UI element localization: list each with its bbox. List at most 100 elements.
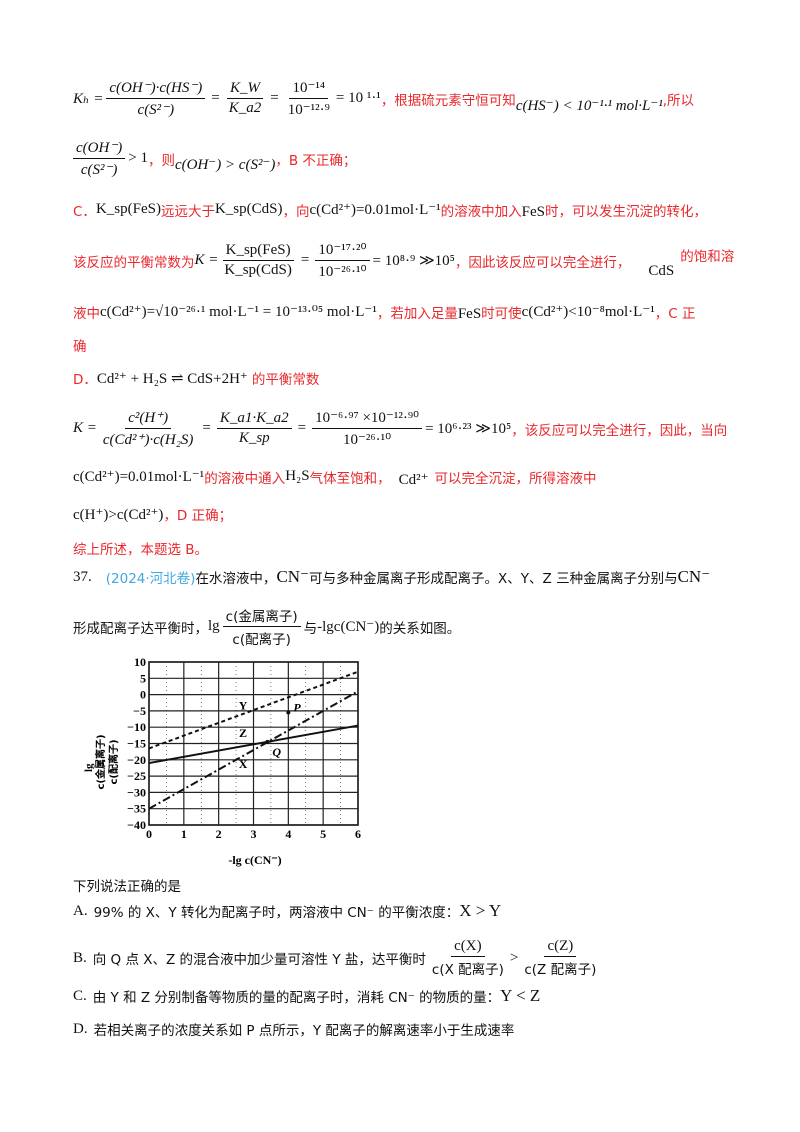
option-label: A. [73,902,88,919]
power-fraction: 10⁻⁶·⁹⁷ ×10⁻¹²·⁹⁰ 10⁻²⁶·¹⁰ [312,408,423,449]
stem-text: 可与多种金属离子形成配离子。X、Y、Z 三种金属离子分别与 [309,571,678,587]
cds: CdS [648,263,675,279]
cn-ion: CN⁻ [276,567,310,586]
series-label-z: Z [239,726,247,740]
option-d-line-2: K = c²(H⁺) c(Cd²⁺)·c(H₂S) = K_a1·K_a2 K_sp… [73,408,728,449]
k-label: K = [73,420,97,436]
ratio-line: c(OH⁻) c(S²⁻) > 1 ，则 c(OH⁻) > c(S²⁻) ，B 不… [73,138,356,179]
denominator: c(Cd²⁺)·c(H₂S) [102,432,194,448]
ka-fraction: K_a1·K_a2 K_sp [216,410,292,447]
lg-fraction: c(金属离子) c(配离子) [222,605,301,648]
ksp-fes: K_sp(FeS) [95,201,161,217]
explanation-text: 时可使 [481,305,522,322]
result: = 10⁶·²³ ≫10⁵ [425,421,512,437]
option-expression: Y < Z [500,986,541,1005]
explanation-text: 远远大于 [160,203,215,220]
explanation-text: ，C 正 [654,305,696,322]
series-label-x: X [239,757,248,771]
x-fraction: c(X) c(X 配离子) [429,938,507,978]
denominator: K_sp(CdS) [224,262,292,278]
cd-concentration: c(Cd²⁺)=0.01mol·L⁻¹ [309,202,441,218]
result: = 10 ¹·¹ [335,90,381,106]
denominator: c(S²⁻) [80,162,118,178]
explanation-text: ，向 [282,203,310,220]
denominator: c(配离子) [232,632,291,648]
ratio-fraction: c(OH⁻) c(S²⁻) [73,138,126,179]
explanation-text: ,所以 [662,92,695,109]
stem-text: 形成配离子达平衡时， [73,620,208,637]
option-b[interactable]: B. 向 Q 点 X、Z 的混合液中加少量可溶性 Y 盐，达平衡时 c(X) c(… [73,938,602,978]
point-q-marker [265,739,270,744]
series-line-z [148,724,359,765]
y-axis-label-numerator: c(金属离子) [94,734,107,789]
explanation-text: 液中 [73,305,100,322]
option-text: 由 Y 和 Z 分别制备等物质的量的配离子时，消耗 CN⁻ 的物质的量： [92,990,501,1006]
power-fraction: 10⁻¹⁷·²⁰ 10⁻²⁶·¹⁰ [315,240,370,281]
x-axis-label: -lg c(CN⁻) [228,853,281,867]
power-fraction: 10⁻¹⁴ 10⁻¹²·⁹ [285,78,333,119]
x-tick-label: 3 [251,827,257,841]
cd-ion: Cd²⁺ [398,472,429,488]
explanation-text: 的溶液中通入 [204,470,286,487]
cd-concentration: c(Cd²⁺)=0.01mol·L⁻¹ [73,469,205,485]
numerator: c(X) [451,938,485,957]
denominator: 10⁻¹²·⁹ [287,102,330,118]
x-tick-label: 1 [181,827,187,841]
chart: 0 1 2 3 4 5 61050−5−10−15−20−25−30−35−40YZXPQ … [83,655,361,867]
option-label: B. [73,949,87,966]
question-prompt-line: 下列说法正确的是 [73,875,181,895]
option-a[interactable]: A. 99% 的 X、Y 转化为配离子时，两溶液中 CN⁻ 的平衡浓度： X >… [73,901,501,921]
gt-sign: > [509,949,519,966]
explanation-text: 可以完全沉淀，所得溶液中 [434,470,597,487]
ksp-cds: K_sp(CdS) [214,201,283,217]
numerator: K_W [226,80,263,99]
explanation-text: ，因此该反应可以完全进行， [454,254,631,271]
question-number: 37. [73,568,92,585]
option-d-line-3: c(Cd²⁺)=0.01mol·L⁻¹ 的溶液中通入 H₂S 气体至饱和， Cd… [73,464,597,489]
explanation-text: 的溶液中加入 [440,203,522,220]
limit-expression: c(Cd²⁺)<10⁻⁸mol·L⁻¹ [521,304,655,320]
explanation-text: 的平衡常数 [251,372,320,388]
question-prompt: 下列说法正确的是 [73,879,181,895]
point-p-marker [286,710,291,715]
kw-fraction: K_W K_a2 [226,80,265,117]
option-d[interactable]: D. 若相关离子的浓度关系如 P 点所示，Y 配离子的解离速率小于生成速率 [73,1019,514,1040]
summary-line: 综上所述，本题选 B。 [73,538,208,558]
numerator: 10⁻¹⁴ [289,78,329,99]
y-tick-label: −40 [127,818,146,832]
x-tick-label: 4 [285,827,291,841]
option-label: C. [73,987,87,1004]
denominator: c(S²⁻) [137,102,175,118]
numerator: 10⁻¹⁷·²⁰ [315,240,370,261]
point-q-label: Q [272,745,281,759]
explanation-text: ，若加入足量 [376,305,458,322]
chart-series [148,670,359,810]
kh-label: Kₕ = [73,91,104,107]
series-label-y: Y [239,698,248,712]
explanation-text: 气体至饱和， [309,470,391,487]
y-tick-label: 0 [140,688,146,702]
x-tick-label: 6 [355,827,361,841]
series-line-y [148,670,359,750]
ksp-fraction: K_sp(FeS) K_sp(CdS) [221,242,295,279]
option-c-line-4: 确 [73,335,87,355]
explanation-text: 时，可以发生沉淀的转化， [545,203,707,220]
option-expression: X > Y [459,901,502,920]
numerator: c(金属离子) [222,605,301,627]
numerator: c(OH⁻) [73,138,126,159]
option-text: 向 Q 点 X、Z 的混合液中加少量可溶性 Y 盐，达平衡时 [92,952,426,968]
explanation-text: ，则 [147,152,175,169]
numerator: K_a1·K_a2 [216,410,292,429]
conclusion-d: ，D 正确； [163,508,233,524]
y-tick-label: −35 [127,802,146,816]
chart-labels: 0 1 2 3 4 5 6 10 5 0 −5 −10 −15 −20 −25 −30 −35 −40 YZ X P Q [127,655,361,841]
explanation-text: ，该反应可以完全进行，因此，当向 [511,422,728,439]
stem-text: 在水溶液中， [195,571,277,587]
option-c-line-3: 液中 c(Cd²⁺)=√10⁻²⁶·¹ mol·L⁻¹ = 10⁻¹³·⁰⁵ m… [73,300,695,323]
x-tick-label: 5 [320,827,326,841]
denominator: 10⁻²⁶·¹⁰ [318,264,367,280]
option-c[interactable]: C. 由 Y 和 Z 分别制备等物质的量的配离子时，消耗 CN⁻ 的物质的量： … [73,986,540,1006]
stem-text: 的关系如图。 [379,620,461,637]
source-link[interactable]: (2024·河北卷) [105,571,196,587]
option-d-line-4: c(H⁺)>c(Cd²⁺) ，D 正确； [73,504,233,525]
